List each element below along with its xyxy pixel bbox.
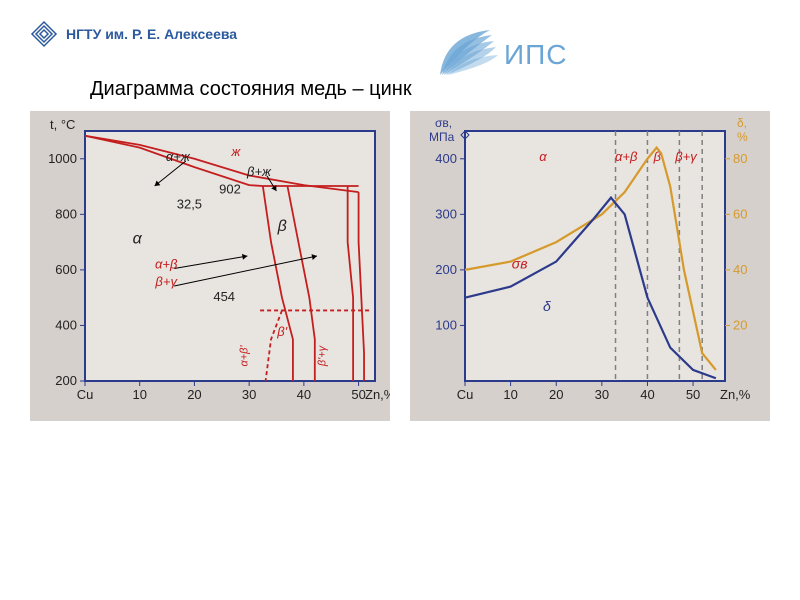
svg-text:20: 20 xyxy=(187,387,201,402)
svg-text:40: 40 xyxy=(640,387,654,402)
svg-text:ж: ж xyxy=(230,144,241,159)
svg-text:β+γ: β+γ xyxy=(674,149,698,164)
svg-text:МПа: МПа xyxy=(429,130,455,144)
svg-text:200: 200 xyxy=(55,373,77,388)
svg-text:100: 100 xyxy=(435,317,457,332)
svg-text:α: α xyxy=(133,231,143,248)
svg-text:60: 60 xyxy=(733,206,747,221)
ips-wing-icon xyxy=(430,25,500,85)
svg-text:40: 40 xyxy=(297,387,311,402)
svg-text:Cu: Cu xyxy=(77,387,94,402)
svg-text:80: 80 xyxy=(733,151,747,166)
svg-text:β: β xyxy=(277,218,287,235)
ips-text: ИПС xyxy=(504,39,567,71)
svg-text:α+ж: α+ж xyxy=(166,149,191,164)
svg-text:20: 20 xyxy=(549,387,563,402)
svg-text:32,5: 32,5 xyxy=(177,197,202,212)
svg-text:10: 10 xyxy=(503,387,517,402)
svg-text:α: α xyxy=(539,149,547,164)
svg-text:β+ж: β+ж xyxy=(246,164,272,179)
svg-text:10: 10 xyxy=(132,387,146,402)
ngtu-text: НГТУ им. Р. Е. Алексеева xyxy=(66,26,237,42)
svg-text:α+β: α+β xyxy=(155,257,178,272)
svg-text:α+β': α+β' xyxy=(238,345,250,367)
svg-text:300: 300 xyxy=(435,206,457,221)
svg-text:30: 30 xyxy=(242,387,256,402)
charts-row: 2004006008001000t, °CCu1020304050Zn,%α+ж… xyxy=(0,111,800,426)
svg-text:δ,: δ, xyxy=(737,116,747,130)
svg-text:50: 50 xyxy=(351,387,365,402)
svg-text:600: 600 xyxy=(55,262,77,277)
svg-text:Cu: Cu xyxy=(457,387,474,402)
svg-text:902: 902 xyxy=(219,182,241,197)
svg-text:1000: 1000 xyxy=(48,151,77,166)
svg-text:σв: σв xyxy=(512,256,528,272)
svg-text:400: 400 xyxy=(55,317,77,332)
svg-text:20: 20 xyxy=(733,317,747,332)
property-chart: 100 200 300 400 σв,МПа 20 40 60 80 δ,% Cu 10 20 30 40 5… xyxy=(410,111,770,426)
svg-text:δ: δ xyxy=(543,298,551,314)
ips-logo: ИПС xyxy=(430,25,567,85)
svg-text:t, °C: t, °C xyxy=(50,117,75,132)
svg-text:α+β: α+β xyxy=(615,149,638,164)
ngtu-logo: НГТУ им. Р. Е. Алексеева xyxy=(30,20,237,48)
svg-text:40: 40 xyxy=(733,262,747,277)
svg-text:σв,: σв, xyxy=(435,116,452,130)
phase-diagram-chart: 200 400 600 800 1000 t, °C Cu 10 20 30 40 50Zn,% α+ж… xyxy=(30,111,390,426)
svg-text:454: 454 xyxy=(213,289,235,304)
svg-text:Zn,%: Zn,% xyxy=(720,387,751,402)
svg-text:β+γ: β+γ xyxy=(154,274,178,289)
svg-text:30: 30 xyxy=(595,387,609,402)
svg-text:%: % xyxy=(737,130,748,144)
svg-text:50: 50 xyxy=(686,387,700,402)
svg-text:400: 400 xyxy=(435,151,457,166)
svg-text:800: 800 xyxy=(55,206,77,221)
svg-text:β'+γ: β'+γ xyxy=(317,344,329,367)
ngtu-diamond-icon xyxy=(30,20,58,48)
svg-text:200: 200 xyxy=(435,262,457,277)
svg-text:Zn,%: Zn,% xyxy=(365,387,390,402)
svg-text:β': β' xyxy=(276,324,287,339)
